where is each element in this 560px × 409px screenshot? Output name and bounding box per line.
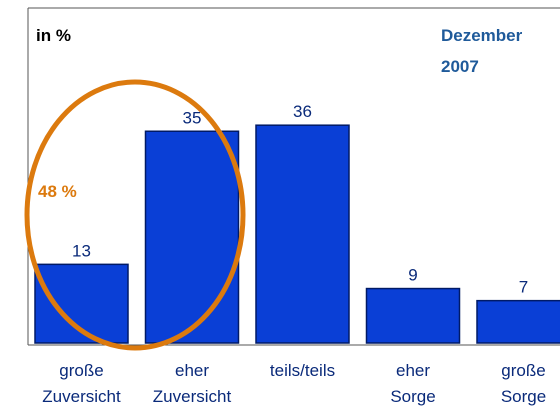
x-tick-label: eher Zuversicht	[153, 361, 232, 406]
value-label: 13	[72, 241, 91, 260]
x-tick-label: eher Sorge	[390, 361, 435, 406]
value-label: 35	[183, 108, 202, 127]
value-label: 36	[293, 102, 312, 121]
x-tick-label: große Zuversicht	[42, 361, 121, 406]
bar	[476, 299, 560, 344]
bar	[144, 130, 240, 344]
unit-label: in %	[36, 26, 71, 45]
value-label: 9	[408, 266, 417, 285]
bar	[255, 124, 350, 344]
value-label: 7	[519, 278, 528, 297]
bar	[365, 287, 461, 344]
x-tick-label: große Sorge	[501, 361, 546, 406]
annotation: 48 %	[38, 182, 77, 201]
chart-title: Dezember 2007	[441, 26, 523, 76]
highlight-ellipse	[24, 79, 246, 351]
x-tick-label: teils/teils	[270, 361, 335, 380]
